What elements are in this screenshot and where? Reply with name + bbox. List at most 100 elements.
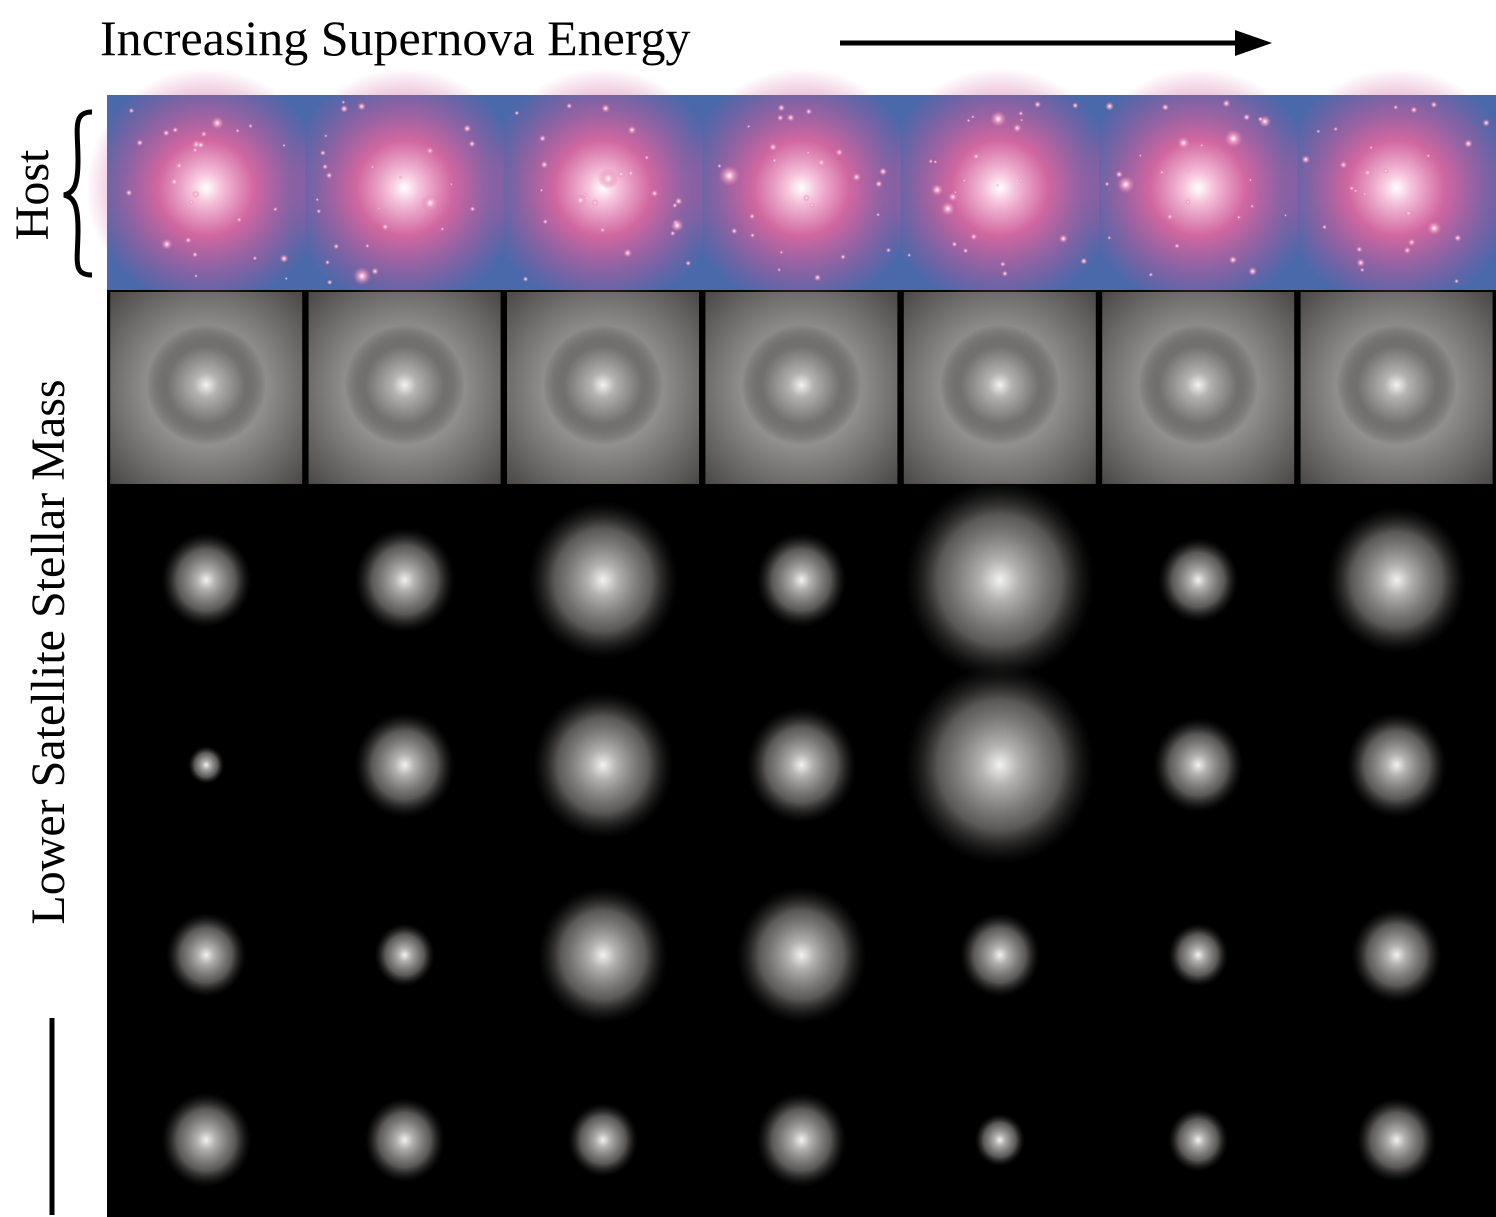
host-substructure (377, 207, 381, 211)
host-substructure (371, 267, 379, 276)
host-substructure (340, 104, 349, 113)
host-substructure (128, 107, 135, 114)
satellite-core (344, 325, 465, 445)
host-substructure (627, 170, 634, 177)
host-substructure (381, 223, 389, 231)
host-substructure (353, 267, 371, 285)
host-substructure (315, 198, 319, 202)
satellite (1168, 923, 1229, 987)
host-substructure (1393, 104, 1399, 110)
host-substructure (852, 172, 861, 182)
host-substructure (990, 110, 1007, 128)
host-substructure (1426, 153, 1431, 158)
host-substructure (370, 165, 375, 169)
host-substructure (1148, 272, 1154, 277)
satellite (528, 501, 678, 659)
host-substructure (1427, 221, 1442, 236)
host-substructure (200, 130, 208, 138)
host-substructure (469, 206, 476, 212)
satellite (756, 532, 847, 628)
host-substructure (1138, 154, 1142, 158)
host-substructure (779, 250, 784, 255)
host-substructure (599, 227, 606, 233)
host-substructure (802, 194, 811, 202)
host-substructure (172, 126, 179, 134)
host-substructure (125, 189, 133, 197)
host-substructure (319, 149, 326, 156)
host-label: Host (6, 149, 59, 240)
host-substructure (326, 279, 333, 286)
satellite-core (939, 325, 1060, 445)
satellite (1356, 1098, 1437, 1182)
satellite-core (1138, 325, 1259, 445)
satellite (374, 923, 435, 987)
host-substructure (669, 230, 676, 237)
host-substructure (316, 208, 322, 214)
host-substructure (539, 134, 547, 142)
host-substructure (1177, 136, 1190, 150)
host-substructure (806, 150, 810, 155)
host-substructure (324, 259, 331, 265)
host-substructure (1348, 185, 1355, 191)
host-substructure (1161, 103, 1170, 111)
host-substructure (398, 175, 403, 180)
host-substructure (962, 178, 967, 183)
host-substructure (468, 140, 476, 148)
host-substructure (1104, 181, 1110, 187)
host-substructure (1359, 267, 1365, 273)
host-substructure (876, 212, 881, 217)
host-substructure (192, 251, 199, 258)
host-substructure (279, 254, 289, 263)
host-substructure (933, 159, 938, 164)
host-substructure (1356, 246, 1363, 253)
host-substructure (1200, 143, 1204, 148)
satellite-core (741, 325, 862, 445)
host-substructure (322, 163, 329, 170)
host-substructure (749, 232, 756, 238)
satellite (1158, 538, 1239, 622)
host-substructure (1382, 167, 1389, 174)
host-substructure (644, 155, 649, 160)
satellite (538, 886, 668, 1024)
host-substructure (540, 160, 549, 169)
host-substructure (1018, 178, 1024, 183)
host-substructure (971, 115, 975, 119)
host-substructure (928, 159, 934, 164)
host-substructure (718, 165, 740, 187)
host-substructure (972, 152, 980, 160)
host-substructure (191, 190, 200, 199)
host-substructure (1250, 204, 1255, 209)
host-substructure (1243, 113, 1251, 121)
host-substructure (325, 172, 333, 179)
panels (86, 68, 1496, 1188)
host-substructure (1356, 258, 1366, 268)
host-substructure (175, 161, 183, 170)
host-substructure (1001, 270, 1009, 277)
host-substructure (835, 148, 844, 157)
host-glow (879, 68, 1120, 308)
host-substructure (1184, 199, 1191, 205)
host-brace (63, 109, 93, 278)
host-substructure (840, 254, 846, 260)
host-substructure (324, 134, 328, 138)
host-substructure (1410, 106, 1418, 114)
host-substructure (962, 247, 969, 254)
host-glow (1078, 68, 1319, 308)
host-substructure (1018, 111, 1024, 116)
host-substructure (136, 139, 144, 147)
satellite (533, 691, 673, 839)
host-substructure (768, 142, 778, 152)
host-substructure (995, 183, 999, 187)
host-substructure (746, 124, 751, 129)
host-substructure (672, 202, 678, 209)
host-substructure (1301, 155, 1311, 164)
host-substructure (616, 169, 626, 179)
host-substructure (597, 168, 619, 190)
host-substructure (235, 128, 240, 133)
host-substructure (1321, 224, 1328, 230)
host-substructure (772, 158, 777, 163)
host-substructure (966, 118, 971, 123)
host-substructure (1407, 238, 1416, 247)
host-substructure (463, 124, 472, 133)
